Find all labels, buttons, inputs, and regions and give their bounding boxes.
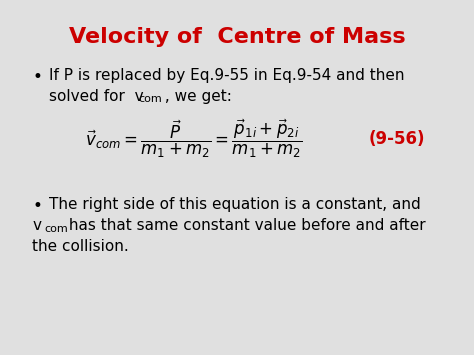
Text: Velocity of  Centre of Mass: Velocity of Centre of Mass — [69, 27, 405, 47]
Text: •: • — [32, 197, 42, 215]
Text: com: com — [139, 94, 163, 104]
Text: If P is replaced by Eq.9-55 in Eq.9-54 and then: If P is replaced by Eq.9-55 in Eq.9-54 a… — [49, 68, 405, 83]
Text: (9-56): (9-56) — [368, 130, 425, 148]
Text: , we get:: , we get: — [160, 89, 232, 104]
Text: com: com — [45, 224, 68, 234]
Text: The right side of this equation is a constant, and: The right side of this equation is a con… — [49, 197, 421, 212]
Text: v: v — [32, 218, 41, 233]
Text: solved for  v: solved for v — [49, 89, 144, 104]
Text: the collision.: the collision. — [32, 239, 129, 254]
Text: $\vec{v}_{com} = \dfrac{\vec{P}}{m_1 + m_2} = \dfrac{\vec{p}_{1i} + \vec{p}_{2i}: $\vec{v}_{com} = \dfrac{\vec{P}}{m_1 + m… — [85, 118, 302, 160]
Text: has that same constant value before and after: has that same constant value before and … — [64, 218, 426, 233]
Text: •: • — [32, 68, 42, 86]
